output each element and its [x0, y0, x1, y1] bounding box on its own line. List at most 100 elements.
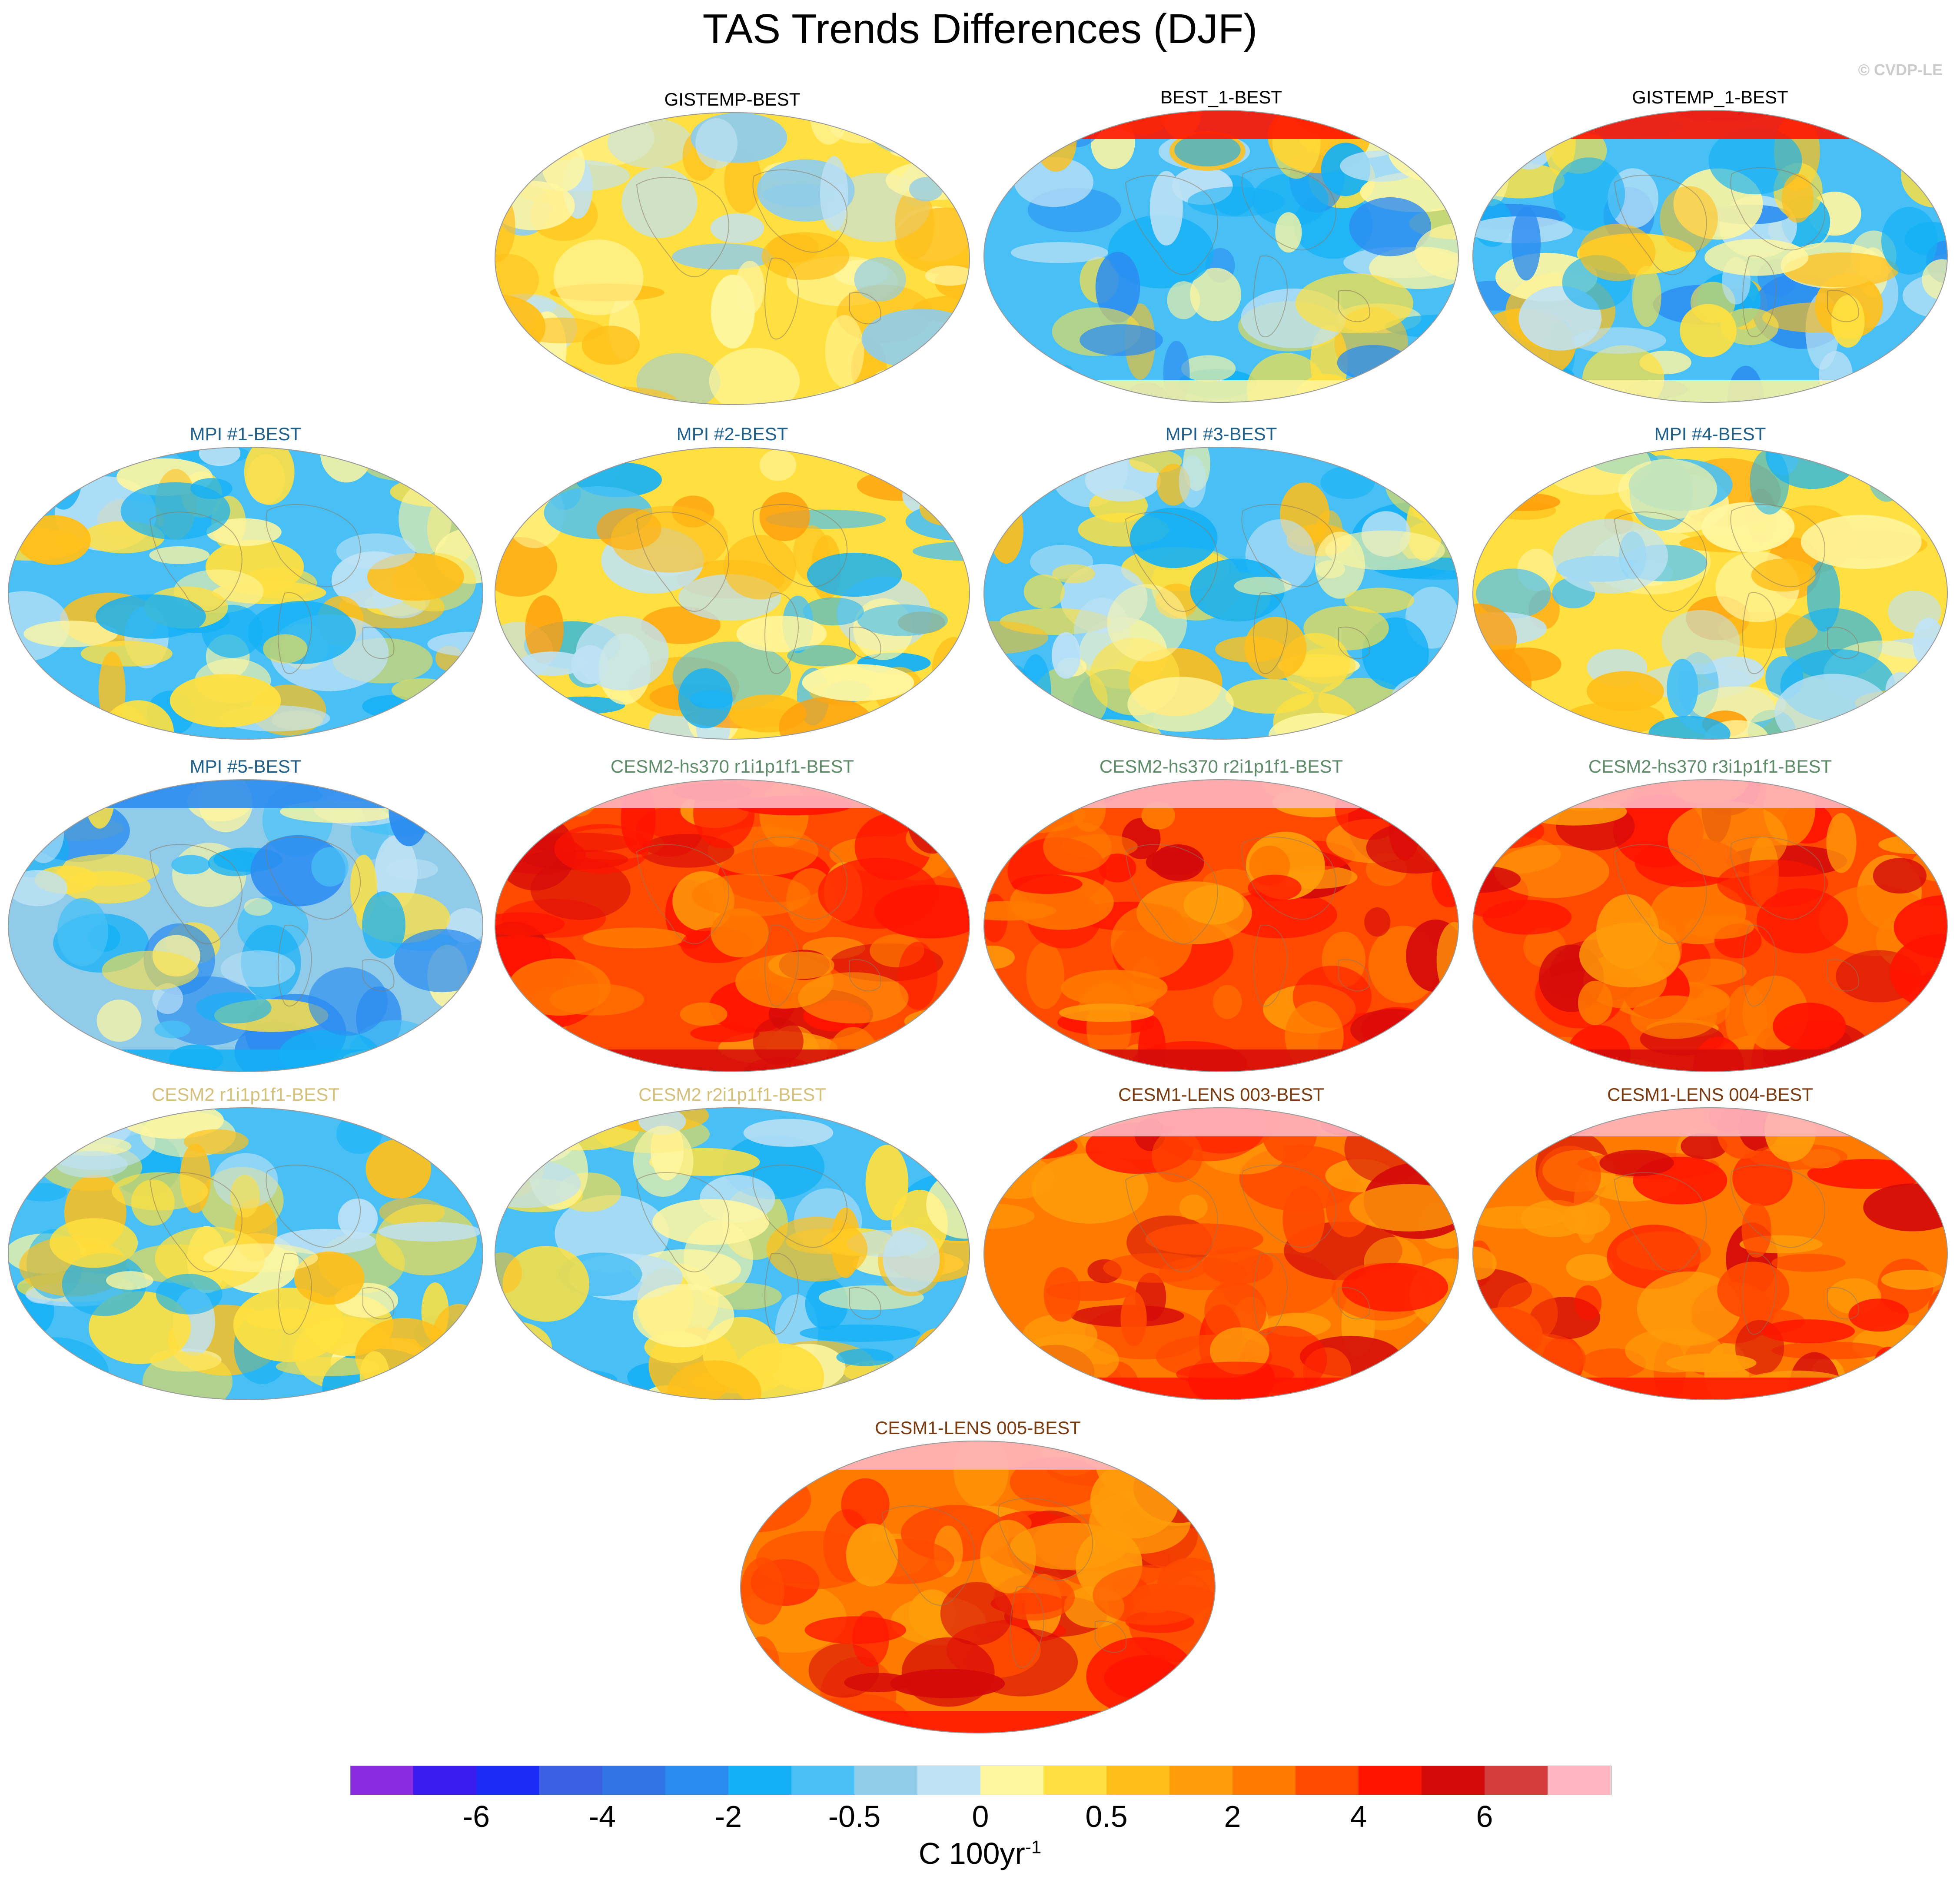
colorbar-swatch — [1485, 1766, 1548, 1795]
map-outline — [983, 779, 1459, 1072]
map-anomaly-region — [769, 1705, 856, 1733]
map-outline — [495, 779, 970, 1072]
map-anomaly-region — [1566, 1254, 1614, 1281]
map-anomaly-region — [984, 161, 1000, 201]
map-anomaly-region — [672, 243, 774, 270]
map-panel: CESM2-hs370 r1i1p1f1-BEST — [493, 756, 971, 1078]
coastline — [764, 592, 799, 674]
map-anomaly-region — [1881, 207, 1937, 275]
map-anomaly-region — [308, 967, 388, 1036]
map-anomaly-region — [1377, 374, 1424, 402]
map-anomaly-region — [912, 541, 970, 561]
map-anomaly-region — [803, 597, 864, 626]
map-anomaly-region — [1234, 577, 1292, 595]
coastline — [881, 1505, 975, 1606]
colorbar-swatch — [1232, 1766, 1296, 1795]
coastline — [1010, 1586, 1044, 1668]
map-anomaly-region — [336, 533, 415, 569]
map-anomaly-region — [919, 491, 970, 526]
map-anomaly-region — [111, 1172, 208, 1211]
map-anomaly-region — [1252, 173, 1329, 226]
world-map — [983, 779, 1459, 1072]
coastline — [636, 177, 729, 277]
map-outline — [1472, 1107, 1948, 1400]
map-anomaly-region — [869, 447, 970, 477]
map-anomaly-region — [1043, 1267, 1081, 1322]
map-anomaly-region — [1553, 157, 1625, 231]
coastline — [752, 169, 847, 253]
coastline — [1095, 1620, 1127, 1653]
map-anomaly-region — [678, 668, 733, 728]
coastline — [1253, 255, 1288, 338]
map-anomaly-region — [1848, 1298, 1909, 1332]
map-anomaly-region — [1564, 702, 1665, 734]
colorbar-swatch — [1043, 1766, 1106, 1795]
map-polar-region — [984, 110, 1458, 139]
map-anomaly-region — [336, 1113, 382, 1154]
coastline — [752, 504, 847, 588]
map-polar-region — [984, 780, 1458, 808]
map-anomaly-region — [1320, 466, 1375, 499]
map-anomaly-region — [581, 325, 640, 365]
map-panel: MPI #2-BEST — [493, 424, 971, 745]
world-map — [1472, 779, 1948, 1072]
map-panel: CESM1-LENS 004-BEST — [1471, 1084, 1949, 1406]
panel-title: CESM1-LENS 003-BEST — [1118, 1084, 1324, 1105]
map-anomaly-region — [246, 1308, 319, 1329]
colorbar-tick-label: 4 — [1350, 1800, 1367, 1833]
map-anomaly-region — [1035, 110, 1077, 172]
map-polar-region — [8, 1049, 483, 1072]
colorbar-units: C 100yr-1 — [0, 1836, 1960, 1871]
map-anomaly-region — [495, 1007, 523, 1072]
coastline — [1742, 1252, 1777, 1335]
coastline — [1614, 1172, 1707, 1272]
map-anomaly-region — [902, 474, 967, 517]
map-anomaly-region — [583, 927, 687, 949]
map-anomaly-region — [1439, 691, 1458, 729]
map-anomaly-region — [1349, 1184, 1458, 1232]
map-anomaly-region — [1010, 1523, 1128, 1570]
map-anomaly-region — [735, 260, 765, 315]
map-anomaly-region — [1167, 281, 1200, 319]
map-anomaly-region — [1751, 558, 1816, 592]
map-anomaly-region — [1411, 476, 1441, 521]
map-anomaly-region — [1325, 530, 1445, 570]
map-anomaly-region — [1901, 802, 1930, 841]
map-anomaly-region — [1934, 794, 1947, 834]
map-polar-region — [1473, 1108, 1947, 1136]
map-anomaly-region — [1579, 923, 1680, 988]
map-anomaly-region — [1325, 1177, 1372, 1238]
map-anomaly-region — [57, 898, 108, 966]
map-anomaly-region — [518, 651, 586, 676]
colorbar-swatch — [1359, 1766, 1422, 1795]
map-polar-region — [984, 1378, 1458, 1400]
world-map — [495, 779, 970, 1072]
panel-title: CESM2 r2i1p1f1-BEST — [638, 1084, 826, 1105]
map-anomaly-region — [1771, 1254, 1846, 1272]
map-anomaly-region — [1473, 1338, 1525, 1400]
map-anomaly-region — [934, 831, 966, 856]
map-polar-region — [984, 1108, 1458, 1136]
map-anomaly-region — [495, 1340, 551, 1371]
map-panel: CESM2-hs370 r2i1p1f1-BEST — [982, 756, 1460, 1078]
map-anomaly-region — [1482, 900, 1572, 935]
coastline — [636, 1172, 729, 1272]
map-anomaly-region — [230, 1175, 260, 1218]
colorbar-swatch — [413, 1766, 476, 1795]
colorbar-swatch — [1548, 1766, 1611, 1795]
coastline — [752, 1164, 847, 1248]
coastline — [266, 504, 361, 588]
colorbar-swatch — [980, 1766, 1043, 1795]
map-anomaly-region — [1110, 905, 1193, 979]
coastline — [1742, 255, 1777, 338]
map-anomaly-region — [1538, 1146, 1601, 1206]
map-anomaly-region — [199, 447, 241, 466]
map-anomaly-region — [633, 1284, 734, 1348]
map-anomaly-region — [152, 983, 183, 1014]
map-anomaly-region — [1897, 708, 1944, 739]
map-anomaly-region — [541, 138, 585, 192]
map-anomaly-region — [1784, 252, 1899, 288]
coastline — [149, 844, 243, 944]
map-anomaly-region — [1215, 636, 1285, 662]
